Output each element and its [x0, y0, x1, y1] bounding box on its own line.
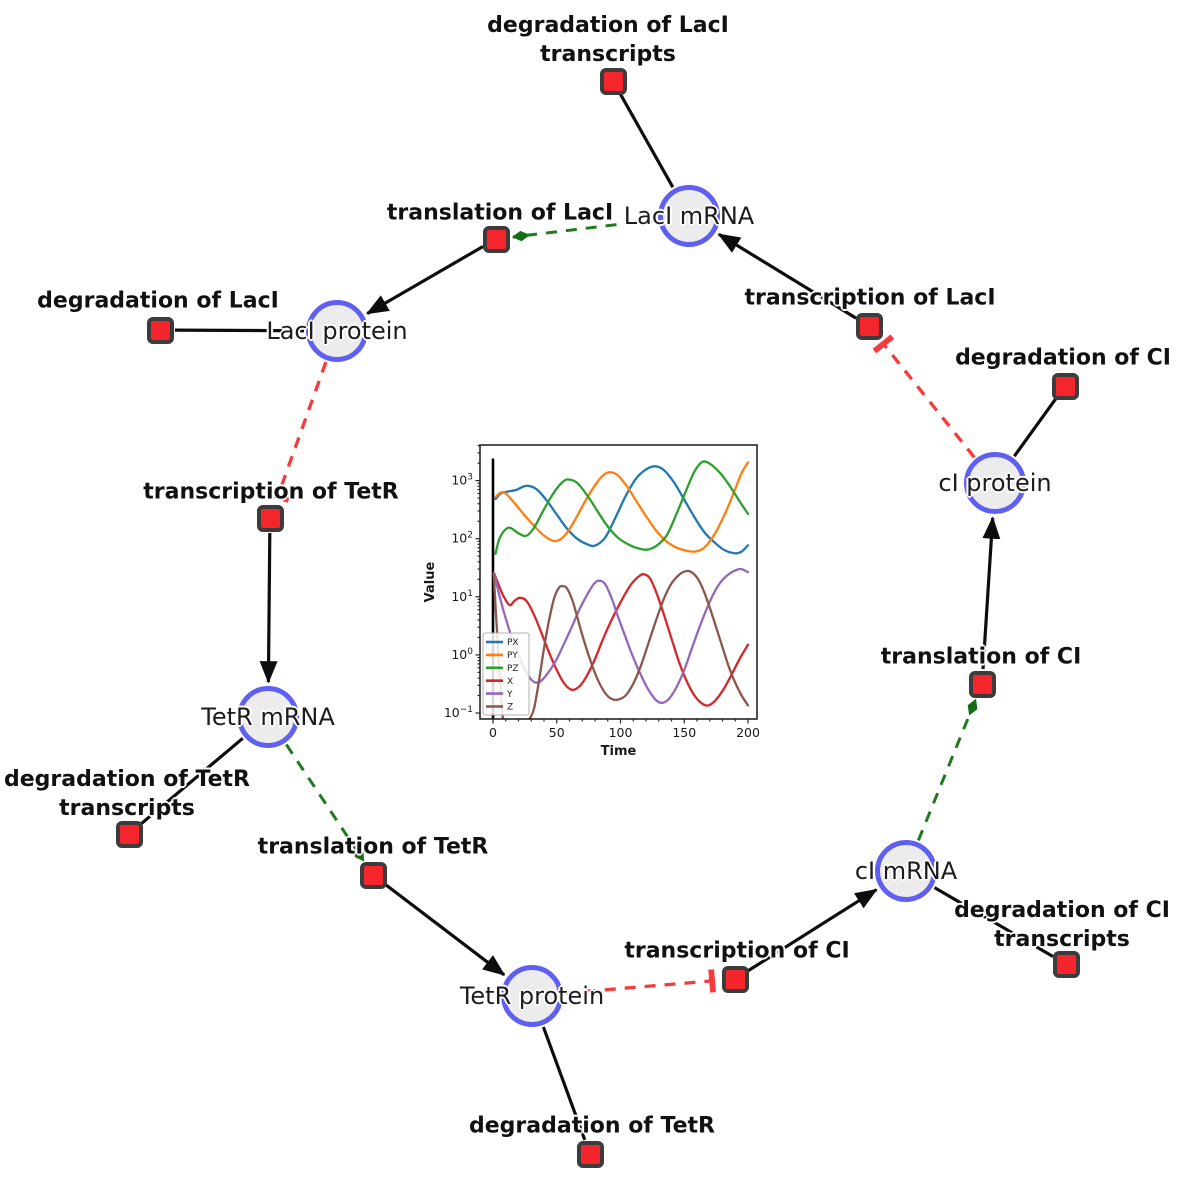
chart-series-Z — [492, 569, 750, 719]
reaction-node-deg-ci — [1051, 372, 1079, 400]
edge-product-transcription-laci-to-laci-mrna — [717, 232, 858, 320]
reaction-label-deg-laci: degradation of LacI — [37, 288, 279, 314]
chart-series-PY — [494, 461, 750, 553]
species-label-laci-protein: LacI protein — [266, 317, 408, 345]
reaction-label-deg-tetr-transcripts: degradation of TetR transcripts — [3, 767, 251, 821]
reaction-label-translation-laci: translation of LacI — [386, 200, 614, 226]
species-label-ci-mrna: cI mRNA — [854, 857, 958, 885]
y-tick-label: 101 — [451, 589, 473, 604]
edge-product-transcription-tetr-to-tetr-mrna — [259, 532, 278, 684]
reaction-node-translation-ci — [968, 670, 996, 698]
edge-product-transcription-ci-to-ci-mrna — [746, 888, 878, 973]
species-node-ci-mrna — [875, 840, 937, 902]
species-node-laci-protein — [306, 300, 368, 362]
edge-reactant-laci-mrna-to-deg-laci-transcripts — [619, 93, 675, 188]
chart-series-X — [493, 572, 750, 707]
y-tick-label: 100 — [451, 647, 473, 662]
edge-modifier-ci-mrna-to-translation-ci — [917, 698, 978, 841]
y-tick-label: 10−1 — [444, 705, 473, 720]
reaction-label-deg-tetr: degradation of TetR — [468, 1113, 716, 1139]
edge-product-translation-laci-to-laci-protein — [365, 245, 484, 315]
inset-timecourse-chart: 0 50 100 150 200 10−1 100 101 102 103 PX PY PZ X Y Z Tim… — [420, 425, 770, 774]
edge-reactant-laci-protein-to-deg-laci — [174, 328, 305, 333]
edge-reactant-tetr-mrna-to-deg-tetr-transcripts — [139, 737, 244, 826]
reaction-label-transcription-tetr: transcription of TetR — [143, 479, 399, 505]
reaction-node-deg-tetr — [576, 1140, 604, 1168]
reaction-node-translation-laci — [482, 225, 510, 253]
chart-series-group — [491, 458, 750, 719]
reaction-label-translation-tetr: translation of TetR — [257, 834, 489, 860]
edge-inhibitor-tetr-protein-to-transcription-ci — [564, 969, 716, 995]
chart-ylabel: Value — [423, 561, 438, 602]
x-tick-label: 100 — [609, 725, 633, 740]
chart-xlabel: Time — [601, 744, 637, 759]
edge-reactant-ci-protein-to-deg-ci — [1013, 397, 1058, 458]
x-tick-label: 0 — [489, 725, 497, 740]
reaction-node-transcription-ci — [721, 965, 749, 993]
y-tick-label: 103 — [451, 473, 473, 488]
edge-product-translation-ci-to-ci-protein — [981, 516, 1001, 670]
edge-reactant-ci-mrna-to-deg-ci-transcripts — [933, 886, 1054, 958]
chart-spines — [479, 444, 758, 720]
legend-label-PZ: PZ — [507, 664, 519, 674]
reaction-label-transcription-ci: transcription of CI — [624, 938, 850, 964]
y-tick-label: 102 — [451, 531, 473, 546]
reaction-node-transcription-tetr — [256, 504, 284, 532]
legend-label-PX: PX — [507, 638, 519, 648]
edge-inhibitor-laci-protein-to-transcription-tetr — [265, 361, 328, 503]
species-label-tetr-protein: TetR protein — [459, 982, 605, 1010]
reaction-label-deg-ci-transcripts: degradation of CI transcripts — [954, 898, 1170, 952]
reaction-label-translation-ci: translation of CI — [880, 644, 1082, 670]
reaction-label-transcription-laci: transcription of LacI — [744, 285, 996, 311]
reaction-label-deg-laci-transcripts: degradation of LacI transcripts — [487, 13, 729, 67]
species-node-tetr-mrna — [237, 686, 299, 748]
x-tick-label: 150 — [672, 725, 696, 740]
chart-series-PZ — [494, 460, 750, 555]
reaction-label-deg-ci: degradation of CI — [955, 345, 1171, 371]
reaction-node-transcription-laci — [855, 312, 883, 340]
species-node-ci-protein — [964, 452, 1026, 514]
reaction-node-deg-laci — [146, 316, 174, 344]
reaction-node-deg-ci-transcripts — [1052, 950, 1080, 978]
chart-series-Y — [493, 567, 750, 704]
reaction-node-deg-tetr-transcripts — [115, 820, 143, 848]
species-node-laci-mrna — [658, 185, 720, 247]
edge-product-translation-tetr-to-tetr-protein — [383, 882, 506, 977]
species-label-laci-mrna: LacI mRNA — [623, 202, 755, 230]
legend-label-Z: Z — [507, 703, 513, 713]
reaction-node-translation-tetr — [359, 861, 387, 889]
edge-modifier-laci-mrna-to-translation-laci — [512, 218, 657, 242]
edge-reactant-tetr-protein-to-deg-tetr — [541, 1026, 587, 1141]
species-node-tetr-protein — [501, 965, 563, 1027]
edge-inhibitor-ci-protein-to-transcription-laci — [872, 334, 976, 459]
edge-modifier-tetr-mrna-to-translation-tetr — [285, 743, 365, 862]
legend-label-Y: Y — [506, 690, 513, 700]
chart-series-PX — [494, 465, 750, 555]
reaction-node-deg-laci-transcripts — [599, 67, 627, 95]
species-label-tetr-mrna: TetR mRNA — [201, 703, 335, 731]
x-tick-label: 50 — [549, 725, 565, 740]
chart-svg: 0 50 100 150 200 10−1 100 101 102 103 PX PY PZ XYZ Tim… — [423, 444, 760, 759]
species-label-ci-protein: cI protein — [938, 469, 1052, 497]
chart-legend: PX PY PZ XYZ — [482, 632, 530, 716]
legend-label-X: X — [507, 677, 513, 687]
legend-label-PY: PY — [507, 651, 518, 661]
x-tick-label: 200 — [736, 725, 760, 740]
